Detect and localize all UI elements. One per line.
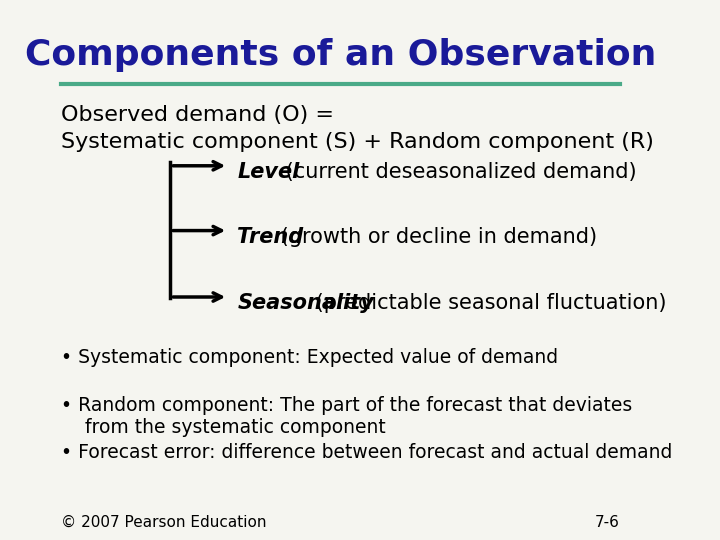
Text: Observed demand (O) =: Observed demand (O) = [61, 105, 334, 125]
Text: Seasonality: Seasonality [237, 293, 374, 313]
Text: • Random component: The part of the forecast that deviates
    from the systemat: • Random component: The part of the fore… [61, 396, 632, 437]
Text: Components of an Observation: Components of an Observation [24, 38, 656, 72]
Text: Trend: Trend [237, 227, 303, 247]
Text: (predictable seasonal fluctuation): (predictable seasonal fluctuation) [309, 293, 667, 313]
Text: © 2007 Pearson Education: © 2007 Pearson Education [61, 515, 266, 530]
Text: (growth or decline in demand): (growth or decline in demand) [274, 227, 597, 247]
Text: • Systematic component: Expected value of demand: • Systematic component: Expected value o… [61, 348, 558, 367]
Text: (current deseasonalized demand): (current deseasonalized demand) [279, 162, 636, 182]
Text: 7-6: 7-6 [595, 515, 620, 530]
Text: Level: Level [237, 162, 300, 182]
Text: • Forecast error: difference between forecast and actual demand: • Forecast error: difference between for… [61, 443, 672, 462]
Text: Systematic component (S) + Random component (R): Systematic component (S) + Random compon… [61, 132, 654, 152]
